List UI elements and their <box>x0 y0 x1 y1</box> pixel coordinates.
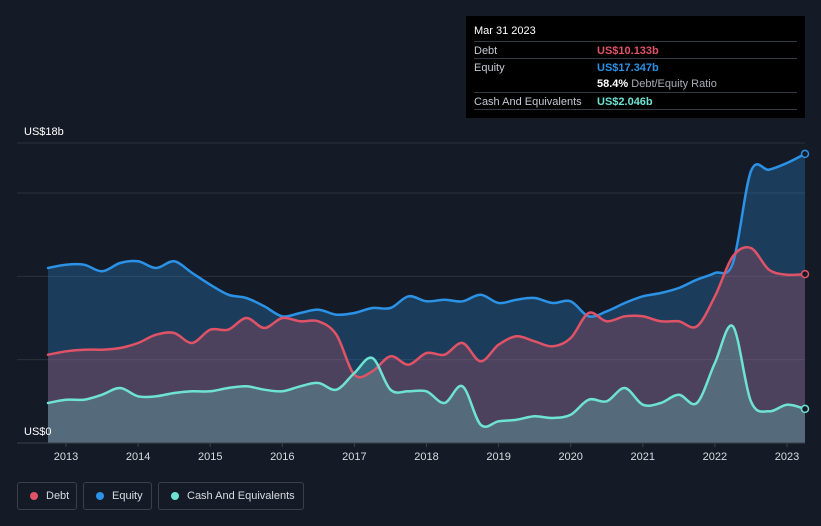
cash-area <box>48 325 805 443</box>
x-tick-label: 2018 <box>414 451 438 463</box>
gridlines <box>17 142 805 447</box>
x-tick-label: 2023 <box>775 451 799 463</box>
tooltip-cash-value: US$2.046b <box>597 96 653 108</box>
legend-equity-label: Equity <box>112 490 143 502</box>
equity-end-point[interactable] <box>800 149 810 159</box>
debt-legend-dot <box>30 492 38 500</box>
legend-cash-label: Cash And Equivalents <box>187 490 295 502</box>
x-tick-label: 2014 <box>126 451 150 463</box>
legend-cash[interactable]: Cash And Equivalents <box>158 482 304 510</box>
tooltip-equity-value: US$17.347b <box>597 62 659 74</box>
tooltip-row-equity: Equity US$17.347b <box>474 58 797 76</box>
tooltip-ratio-label: Debt/Equity Ratio <box>631 78 717 90</box>
tooltip-debt-label: Debt <box>474 45 498 57</box>
series-areas <box>48 153 805 443</box>
tooltip-divider <box>474 109 797 110</box>
y-tick-bottom: US$0 <box>24 426 52 438</box>
x-tick-label: 2015 <box>198 451 222 463</box>
x-tick-label: 2013 <box>54 451 78 463</box>
cash-end-point[interactable] <box>800 404 810 414</box>
x-tick-label: 2016 <box>270 451 294 463</box>
tooltip-equity-label: Equity <box>474 62 505 74</box>
tooltip-row-debt: Debt US$10.133b <box>474 41 797 59</box>
debt-line <box>46 245 807 379</box>
legend-equity[interactable]: Equity <box>83 482 152 510</box>
legend-debt[interactable]: Debt <box>17 482 77 510</box>
y-tick-top: US$18b <box>24 126 64 138</box>
tooltip-row-cash: Cash And Equivalents US$2.046b <box>474 92 797 110</box>
tooltip-date: Mar 31 2023 <box>474 25 536 37</box>
tooltip-ratio-value: 58.4% <box>597 78 629 90</box>
equity-legend-dot <box>96 492 104 500</box>
x-tick-label: 2019 <box>486 451 510 463</box>
tooltip-debt-value: US$10.133b <box>597 45 659 57</box>
equity-line <box>46 152 807 318</box>
tooltip-ratio: 58.4% Debt/Equity Ratio <box>597 78 717 90</box>
tooltip-row-ratio: 58.4% Debt/Equity Ratio <box>474 75 797 92</box>
equity-area <box>48 153 805 443</box>
tooltip-cash-label: Cash And Equivalents <box>474 96 582 108</box>
x-tick-label: 2021 <box>631 451 655 463</box>
debt-end-point[interactable] <box>800 269 810 279</box>
x-tick-label: 2020 <box>558 451 582 463</box>
end-points <box>800 149 810 414</box>
x-tick-label: 2017 <box>342 451 366 463</box>
cash-legend-dot <box>171 492 179 500</box>
x-tick-labels: 2013 2014 2015 2016 2017 2018 2019 2020 2021 2022… <box>54 451 799 463</box>
cash-line <box>46 324 807 428</box>
x-tick-label: 2022 <box>703 451 727 463</box>
legend-debt-label: Debt <box>46 490 70 502</box>
tooltip-panel: Mar 31 2023 Debt US$10.133b Equity US$17… <box>466 16 805 118</box>
series-lines <box>46 152 807 428</box>
